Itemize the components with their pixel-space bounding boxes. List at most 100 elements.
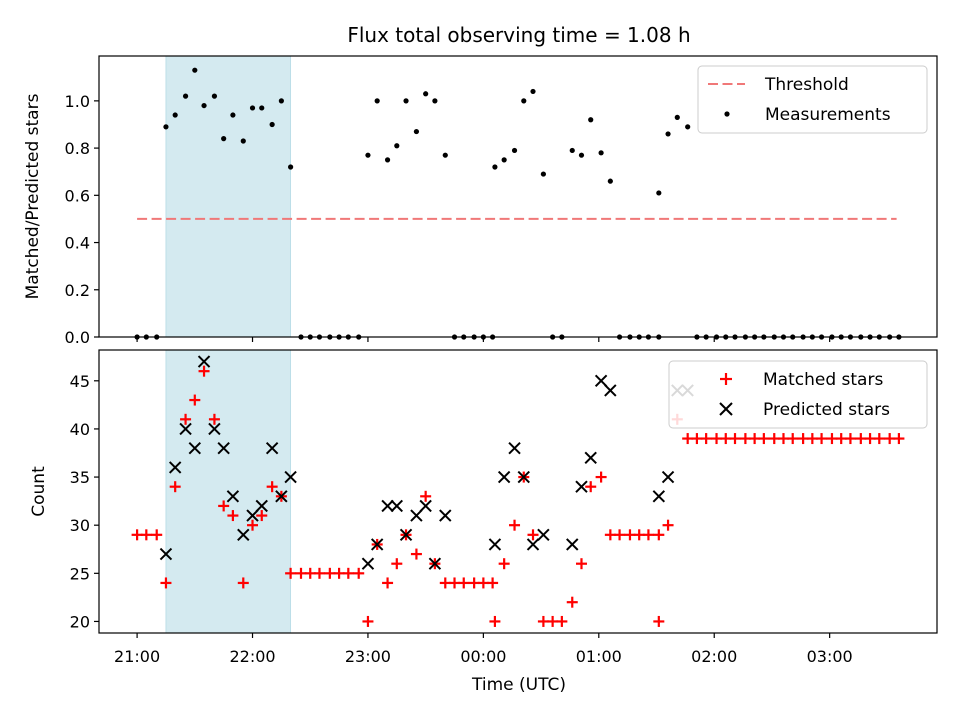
matched-star-point	[458, 577, 470, 589]
matched-star-point	[324, 567, 336, 579]
matched-star-point	[653, 529, 665, 541]
matched-star-point	[218, 500, 230, 512]
legend-matched-swatch	[720, 373, 732, 385]
predicted-star-point	[217, 441, 230, 455]
predicted-star-point	[428, 557, 442, 570]
matched-star-point	[806, 433, 818, 445]
measurement-point	[394, 143, 400, 149]
matched-star-point	[180, 413, 192, 425]
bottom-y-tick-label: 35	[70, 468, 90, 487]
predicted-star-point	[410, 509, 423, 522]
measurement-point	[201, 102, 207, 109]
predicted-star-point	[381, 499, 394, 513]
matched-star-point	[711, 433, 723, 445]
matched-star-point	[816, 433, 828, 445]
matched-star-point	[362, 615, 374, 627]
matched-star-point	[749, 433, 761, 445]
predicted-star-point	[566, 538, 579, 551]
bottom-x-tick-label: 02:00	[691, 647, 737, 666]
measurement-point	[172, 112, 178, 118]
predicted-star-point	[226, 490, 240, 503]
predicted-star-point	[508, 441, 521, 455]
matched-star-point	[256, 510, 268, 522]
predicted-star-point	[197, 355, 211, 368]
matched-star-point	[642, 529, 654, 541]
measurement-point	[249, 105, 256, 111]
matched-star-point	[864, 433, 876, 445]
predicted-star-point	[439, 509, 452, 522]
matched-star-point	[855, 433, 867, 445]
matched-star-point	[739, 433, 751, 445]
matched-star-point	[382, 577, 394, 589]
matched-star-point	[844, 433, 856, 445]
matched-star-point	[653, 615, 665, 627]
measurement-point	[588, 117, 594, 123]
bottom-y-axis-label: Count	[29, 466, 49, 517]
matched-star-point	[509, 519, 521, 531]
predicted-star-point	[594, 374, 608, 388]
matched-star-point	[342, 567, 354, 579]
matched-star-point	[682, 433, 694, 445]
figure-title: Flux total observing time = 1.08 h	[347, 23, 690, 47]
top-y-axis: 0.0 0.2 0.4 0.6 0.8 1.0	[65, 92, 99, 347]
matched-star-point	[189, 394, 201, 406]
bottom-x-tick-label: 22:00	[229, 647, 275, 666]
matched-star-point	[585, 481, 597, 493]
matched-star-point	[527, 529, 539, 541]
top-y-tick-label: 0.6	[65, 186, 90, 205]
matched-star-point	[391, 558, 403, 570]
matched-star-point	[160, 577, 172, 589]
measurement-point	[211, 93, 218, 99]
matched-star-point	[547, 615, 559, 627]
matched-star-point	[575, 558, 587, 570]
matched-star-point	[614, 529, 626, 541]
predicted-star-point	[652, 490, 666, 503]
bottom-y-tick-label: 20	[70, 612, 90, 631]
measurement-point	[384, 157, 391, 163]
measurement-point	[374, 98, 380, 104]
measurement-point	[288, 164, 294, 170]
predicted-star-point	[390, 499, 404, 513]
predicted-stars-series	[159, 355, 694, 570]
matched-star-point	[826, 433, 838, 445]
matched-star-point	[131, 529, 143, 541]
measurement-point	[240, 138, 246, 144]
predicted-star-point	[237, 528, 250, 542]
measurement-point	[569, 147, 575, 154]
predicted-star-point	[661, 470, 675, 484]
top-y-tick-label: 0.8	[65, 139, 90, 158]
measurement-point	[685, 124, 691, 130]
matched-star-point	[884, 433, 896, 445]
measurement-point	[492, 164, 498, 170]
bottom-y-axis: 20 25 30 35 40 45	[70, 372, 99, 631]
measurement-point	[578, 152, 585, 158]
matched-star-point	[468, 577, 480, 589]
predicted-star-point	[275, 490, 288, 503]
matched-star-point	[410, 548, 422, 560]
measurement-point	[163, 124, 169, 130]
matched-star-point	[720, 433, 732, 445]
measurement-point	[269, 121, 275, 128]
top-plot-frame	[98, 55, 938, 338]
legend-measurements-label: Measurements	[765, 105, 891, 125]
predicted-star-point	[575, 480, 588, 493]
measurement-point	[182, 93, 189, 99]
matched-star-point	[489, 615, 501, 627]
top-shaded-interval	[165, 55, 292, 338]
measurement-point	[521, 98, 527, 104]
top-panel: 0.0 0.2 0.4 0.6 0.8 1.0 Matched/Predicted sta…	[23, 55, 938, 347]
matched-star-point	[604, 529, 616, 541]
matched-star-point	[893, 433, 905, 445]
measurement-point	[230, 112, 236, 118]
matched-star-point	[295, 567, 307, 579]
bottom-panel: 20 25 30 35 40 45 21:00 22:00 23:00 00:00 01:00 02…	[29, 349, 938, 695]
predicted-star-point	[370, 538, 384, 551]
predicted-star-point	[604, 384, 617, 397]
predicted-star-point	[488, 538, 502, 551]
bottom-plot-frame	[98, 349, 938, 634]
matched-star-point	[595, 471, 607, 483]
measurement-point	[511, 147, 518, 154]
bottom-x-tick-label: 00:00	[460, 647, 506, 666]
measurement-point	[530, 88, 536, 95]
